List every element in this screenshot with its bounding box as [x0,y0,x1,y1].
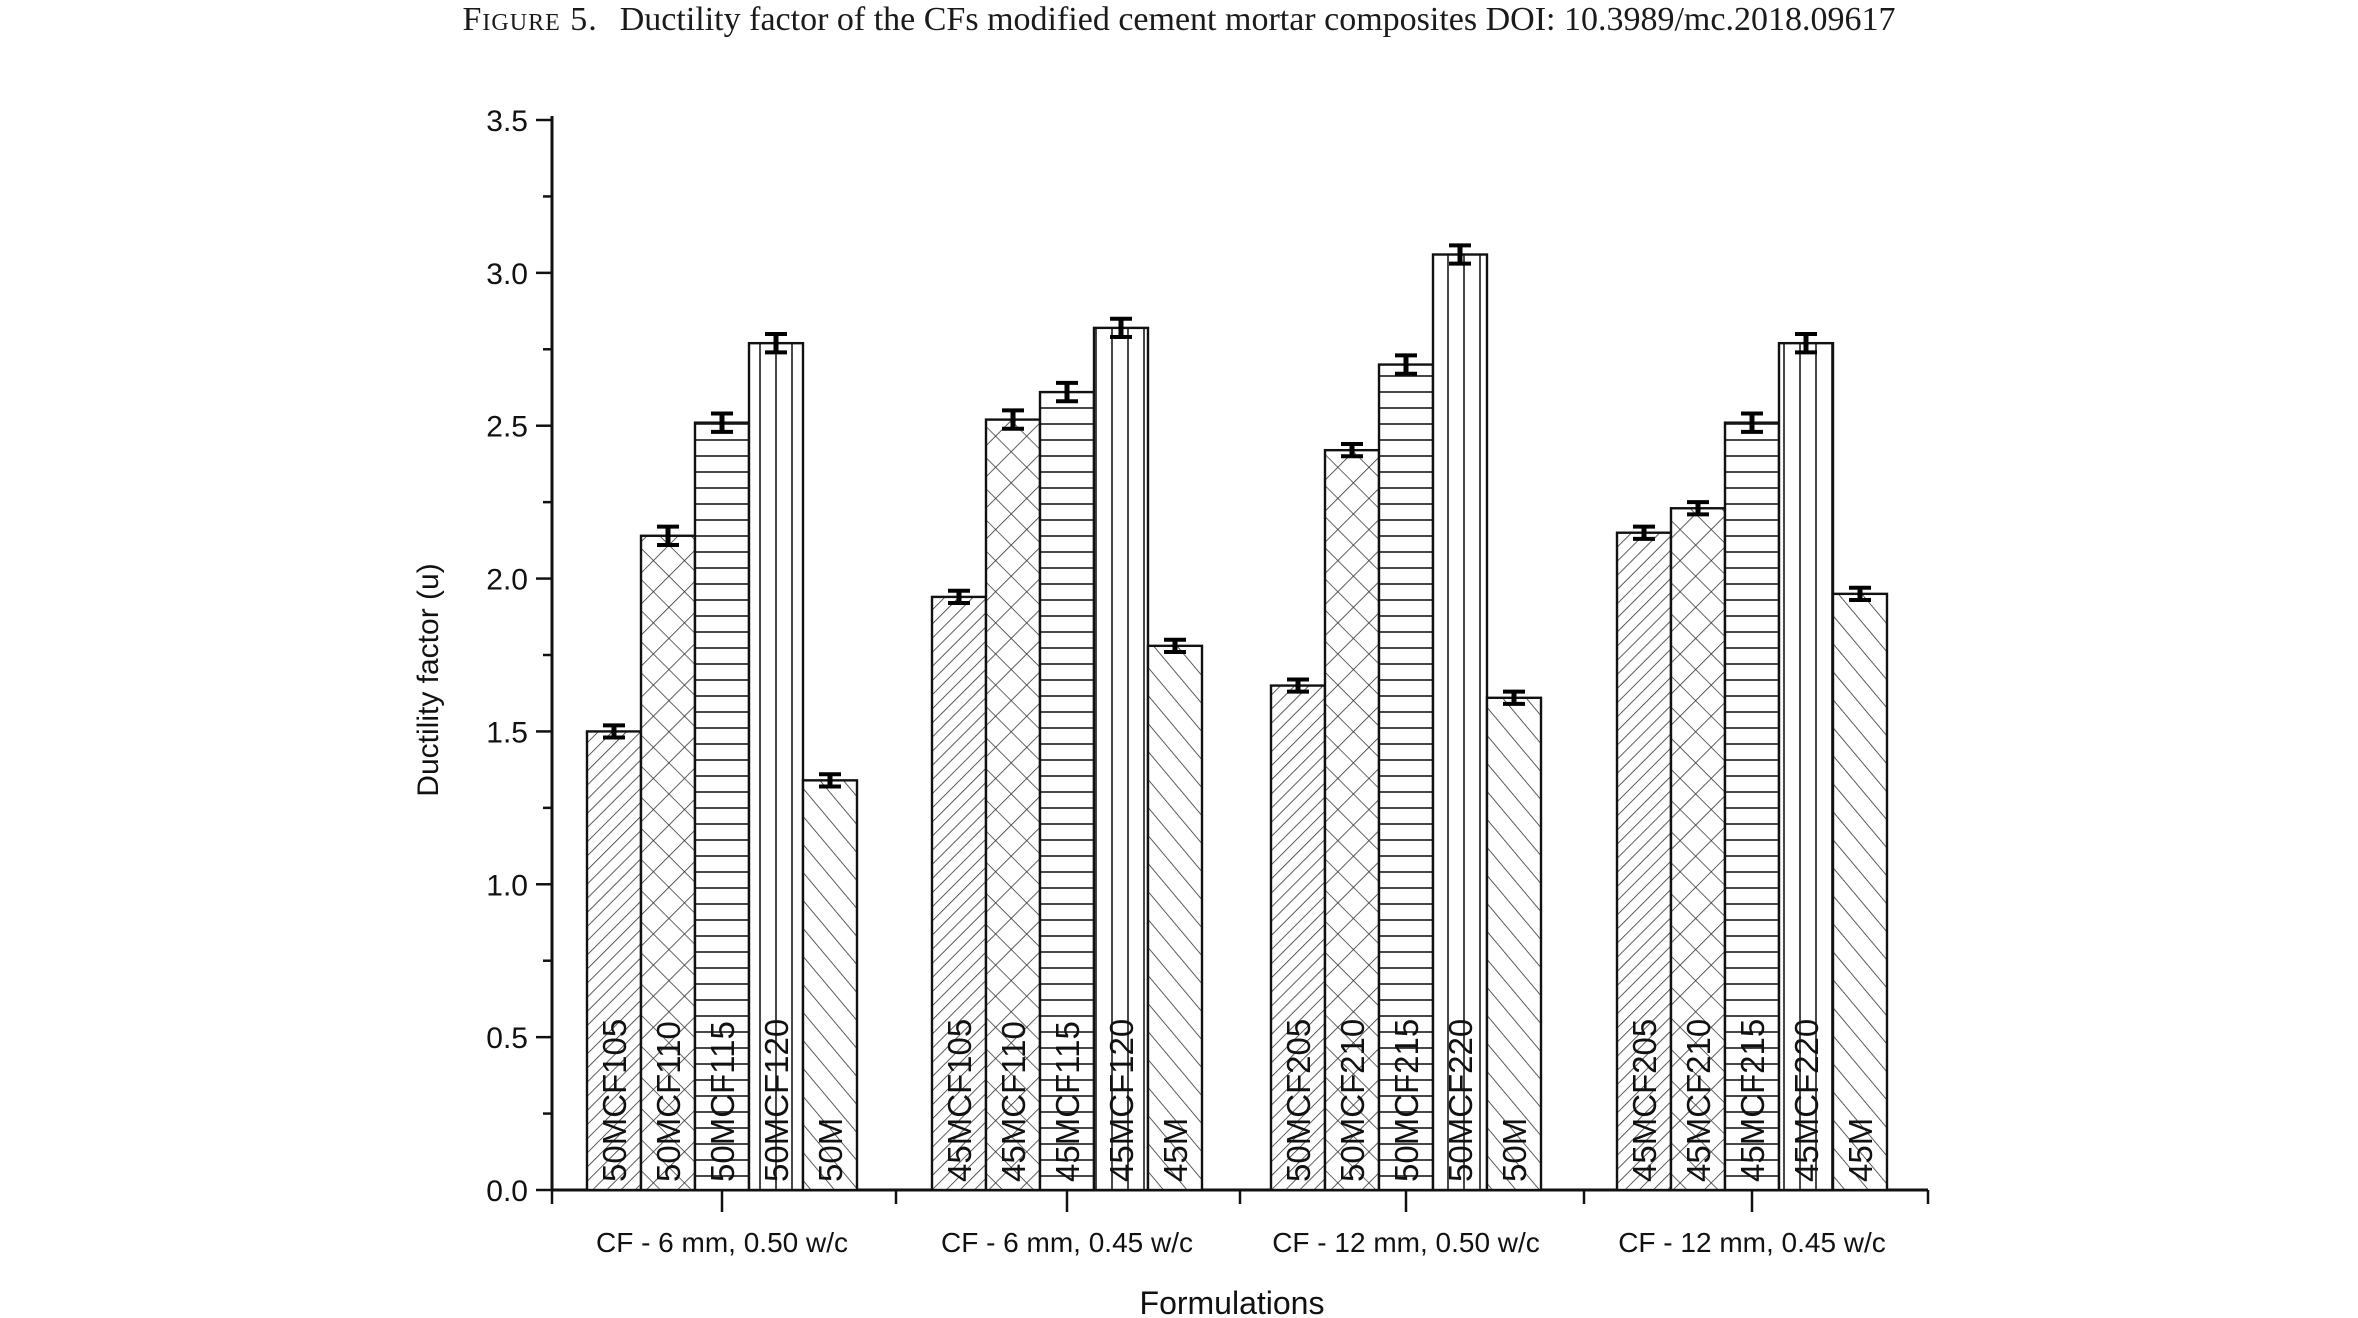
bar [801,779,859,1192]
bar-name-label: 50M [812,1118,849,1182]
bar [747,341,805,1192]
bar [1831,592,1889,1192]
bar-name-label: 50MCF105 [596,1019,633,1182]
y-tick-label: 3.5 [486,105,528,138]
bar-name-label: 45M [1157,1118,1194,1182]
y-tick-label: 1.0 [486,869,528,902]
bar-name-label: 45MCF120 [1103,1019,1140,1182]
bar-name-label: 50MCF210 [1334,1019,1371,1182]
bar [984,418,1042,1192]
bars-layer: 50MCF105 50MCF110 50MCF115 50MCF120 50M 45MCF… [585,243,1889,1192]
bar-name-label: 45MCF115 [1049,1021,1086,1182]
y-tick-label: 2.5 [486,411,528,444]
bar [1092,326,1150,1192]
y-tick-label: 3.0 [486,258,528,291]
bar-name-label: 50MCF220 [1442,1019,1479,1182]
bar-name-label: 45MCF105 [941,1019,978,1182]
y-tick-label: 0.5 [486,1022,528,1055]
y-tick-label: 0.0 [486,1175,528,1208]
y-tick-label: 2.0 [486,564,528,597]
x-group-label: CF - 6 mm, 0.50 w/c [596,1227,848,1258]
bar [1723,421,1781,1192]
y-tick-label: 1.5 [486,716,528,749]
figure-caption-text: Ductility factor of the CFs modified cem… [619,1,1896,38]
bar [1038,390,1096,1192]
bar [1431,253,1489,1192]
y-axis-label: Ductility factor (u) [412,563,445,796]
bar-name-label: 50MCF115 [704,1021,741,1182]
x-group-labels: CF - 6 mm, 0.50 w/c CF - 6 mm, 0.45 w/c CF… [596,1227,1886,1258]
figure-caption: Figure 5. Ductility factor of the CFs mod… [0,0,2358,40]
bar [639,534,697,1192]
bar [1485,696,1543,1192]
bar [1777,341,1835,1192]
x-axis-label: Formulations [1140,1285,1325,1318]
bar-name-label: 45MCF210 [1680,1019,1717,1182]
x-group-label: CF - 12 mm, 0.45 w/c [1618,1227,1886,1258]
bar-name-label: 45M [1842,1118,1879,1182]
bar [1615,531,1673,1192]
bar-name-label: 50MCF205 [1280,1019,1317,1182]
y-tick-labels: 0.0 0.5 1.0 1.5 2.0 2.5 3.0 3.5 [486,105,528,1208]
bar-name-label: 50MCF110 [650,1021,687,1182]
bar-name-label: 50MCF120 [758,1019,795,1182]
x-group-label: CF - 6 mm, 0.45 w/c [941,1227,1193,1258]
bar-name-label: 45MCF110 [995,1021,1032,1182]
bar-name-label: 45MCF215 [1734,1019,1771,1182]
bar [1669,507,1727,1192]
x-group-label: CF - 12 mm, 0.50 w/c [1272,1227,1540,1258]
bar-name-label: 45MCF205 [1626,1019,1663,1182]
bar-name-label: 50MCF215 [1388,1019,1425,1182]
bar-name-label: 50M [1496,1118,1533,1182]
bar [585,730,643,1192]
bar-name-label: 45MCF220 [1788,1019,1825,1182]
bar [1146,644,1204,1192]
figure-label: Figure 5. [462,1,598,38]
